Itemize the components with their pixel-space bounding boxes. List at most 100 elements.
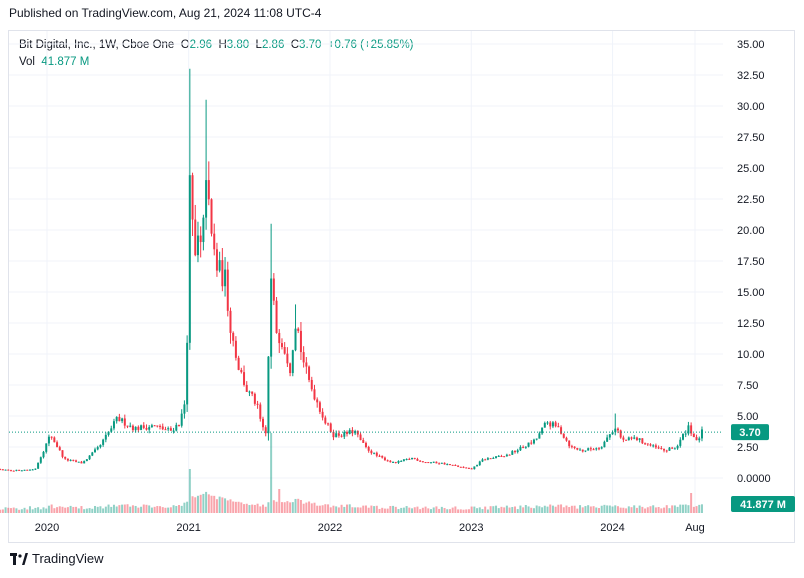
volume-bar bbox=[205, 491, 208, 513]
price-tick-label: 15.00 bbox=[737, 287, 765, 299]
volume-bar bbox=[66, 507, 69, 513]
volume-bar bbox=[676, 506, 679, 513]
candle-body bbox=[527, 442, 530, 447]
volume-bar bbox=[37, 507, 40, 513]
candle-body bbox=[608, 434, 611, 438]
candle-body bbox=[457, 465, 460, 467]
volume-bar bbox=[682, 504, 684, 513]
candle-body bbox=[262, 418, 264, 428]
candle-body bbox=[121, 418, 124, 422]
volume-bar bbox=[215, 499, 218, 513]
candle-body bbox=[473, 466, 476, 470]
candle-body bbox=[354, 431, 357, 434]
volume-bar bbox=[270, 433, 273, 513]
volume-bar bbox=[248, 505, 251, 513]
candle-body bbox=[568, 440, 571, 447]
candle-body bbox=[671, 447, 674, 449]
volume-bar bbox=[470, 506, 473, 513]
candle-body bbox=[519, 446, 522, 451]
volume-bar bbox=[383, 508, 386, 513]
candle-body bbox=[508, 454, 511, 456]
volume-bar bbox=[354, 507, 357, 513]
candle-body bbox=[584, 450, 587, 452]
volume-bar bbox=[465, 509, 468, 513]
volume-bar bbox=[275, 501, 278, 513]
candle-body bbox=[142, 425, 145, 428]
candle-body bbox=[565, 437, 568, 441]
volume-bar bbox=[679, 504, 682, 513]
candle-body bbox=[69, 459, 72, 461]
candle-body bbox=[454, 465, 457, 467]
volume-bar bbox=[272, 500, 275, 513]
candle-body bbox=[275, 300, 278, 333]
candle-body bbox=[625, 439, 628, 441]
candle-body bbox=[180, 413, 183, 426]
volume-bar bbox=[616, 506, 619, 513]
candle-body bbox=[175, 424, 178, 431]
candle-body bbox=[370, 450, 373, 454]
volume-value: 41.877 M bbox=[41, 56, 90, 68]
candle-body bbox=[654, 445, 657, 448]
volume-bar bbox=[473, 506, 476, 513]
candle-body bbox=[150, 425, 153, 428]
candle-body bbox=[267, 356, 270, 434]
tradingview-logo[interactable]: TradingView bbox=[10, 551, 104, 566]
volume-bar bbox=[308, 501, 311, 513]
volume-bar bbox=[107, 504, 110, 513]
volume-bar bbox=[489, 506, 492, 513]
volume-bar bbox=[80, 506, 83, 513]
candle-body bbox=[348, 430, 351, 434]
volume-bar bbox=[646, 507, 649, 513]
volume-bar bbox=[53, 508, 56, 513]
candle-body bbox=[641, 438, 644, 444]
candle-body bbox=[603, 441, 606, 448]
volume-bar bbox=[649, 506, 652, 513]
volume-bar bbox=[381, 507, 384, 513]
volume-bar bbox=[28, 506, 31, 513]
candle-body bbox=[156, 425, 159, 427]
candle-body bbox=[26, 469, 29, 471]
candle-body bbox=[256, 403, 259, 405]
candle-body bbox=[408, 458, 411, 460]
candle-body bbox=[294, 328, 297, 351]
volume-bar bbox=[161, 507, 164, 513]
candle-body bbox=[462, 466, 465, 468]
change-value: +0.76 (+25.85%) bbox=[327, 39, 414, 51]
volume-bar bbox=[638, 505, 641, 513]
volume-bar bbox=[167, 507, 170, 513]
symbol-title[interactable]: Bit Digital, Inc., 1W, Cboe One bbox=[19, 39, 175, 51]
candle-body bbox=[432, 461, 435, 463]
volume-bar bbox=[99, 506, 102, 513]
candle-body bbox=[18, 469, 21, 471]
volume-bar bbox=[45, 508, 48, 513]
volume-bar bbox=[202, 493, 205, 513]
candle-body bbox=[318, 402, 321, 412]
candle-body bbox=[58, 447, 61, 451]
volume-bar bbox=[278, 489, 281, 513]
candle-body bbox=[83, 461, 86, 464]
volume-bar bbox=[83, 509, 86, 513]
price-tick-label: 5.00 bbox=[737, 411, 758, 423]
volume-bar bbox=[568, 507, 571, 513]
candle-body bbox=[196, 235, 199, 256]
candle-body bbox=[291, 350, 294, 374]
price-tick-label: 30.00 bbox=[737, 101, 765, 113]
candle-body bbox=[476, 465, 479, 467]
published-caption: Published on TradingView.com, Aug 21, 20… bbox=[9, 6, 322, 20]
volume-bar bbox=[611, 506, 614, 513]
candle-body bbox=[0, 469, 2, 471]
candle-body bbox=[172, 430, 175, 432]
candle-body bbox=[316, 399, 319, 403]
candle-body bbox=[42, 451, 45, 458]
candle-body bbox=[332, 431, 335, 438]
candle-body bbox=[549, 422, 552, 427]
volume-bar bbox=[411, 508, 414, 513]
candle-body bbox=[448, 464, 451, 466]
candle-body bbox=[665, 450, 668, 452]
candle-body bbox=[337, 433, 340, 436]
volume-bar bbox=[549, 504, 552, 513]
volume-bar bbox=[522, 507, 525, 513]
volume-bar bbox=[538, 506, 541, 513]
volume-bars bbox=[0, 433, 703, 513]
